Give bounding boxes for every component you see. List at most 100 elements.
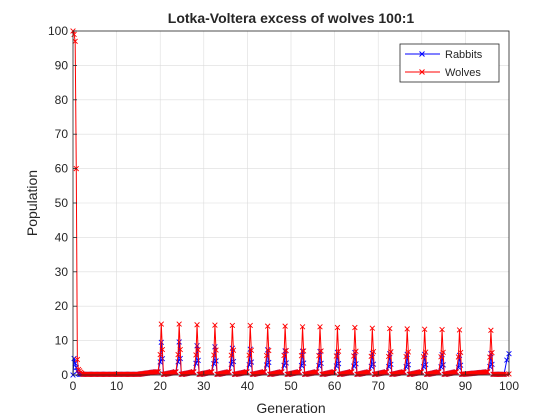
data-point-wolves [177,346,183,353]
data-point-rabbits [489,361,495,368]
data-point-wolves [226,369,232,375]
data-point-wolves [334,324,341,331]
data-point-wolves [401,369,407,375]
y-axis-label: Population [24,170,40,236]
y-tick-label: 10 [55,334,69,348]
data-point-wolves [176,321,182,327]
data-point-wolves [194,322,200,328]
data-point-rabbits [335,360,342,367]
data-point-wolves [173,369,179,375]
data-point-rabbits [353,361,359,367]
data-point-wolves [420,353,427,360]
data-point-wolves [457,349,464,356]
y-tick-label: 50 [55,196,69,210]
x-tick-label: 70 [372,379,386,393]
x-tick-label: 60 [328,379,342,393]
data-point-wolves [175,351,181,358]
axis-ticks: 0 10 20 30 40 50 60 70 80 90 100 0 10 20 30 40 50 60 70 80 9… [48,24,519,393]
data-point-wolves [281,352,287,359]
data-point-rabbits [230,358,237,365]
data-point-wolves [282,323,288,329]
y-tick-label: 80 [55,93,69,107]
data-point-wolves [500,371,506,378]
legend-entry-rabbits: Rabbits [405,49,483,61]
data-point-wolves [154,369,160,375]
data-point-wolves [74,356,81,363]
data-point-wolves [487,354,493,360]
x-axis-label: Generation [256,400,325,416]
series-group [70,28,512,378]
x-tick-label: 30 [197,379,211,393]
data-point-rabbits [72,360,78,367]
data-point-wolves [453,369,459,375]
data-point-wolves [317,324,323,330]
legend-label-rabbits: Rabbits [445,49,483,61]
data-point-wolves [404,326,410,332]
data-point-wolves [195,347,201,353]
data-point-wolves [193,352,199,358]
data-point-wolves [400,369,406,375]
x-tick-label: 90 [459,379,473,393]
data-point-wolves [314,369,320,375]
data-point-wolves [299,324,306,330]
data-point-rabbits [457,362,464,368]
data-point-wolves [382,369,389,375]
data-point-wolves [423,349,429,355]
data-point-wolves [504,371,510,377]
data-point-wolves [171,369,178,375]
data-point-wolves [438,354,444,360]
data-point-wolves [298,353,305,359]
data-point-wolves [439,326,445,333]
data-point-wolves [436,369,442,375]
data-point-wolves [418,369,425,375]
x-tick-label: 100 [499,379,519,393]
data-point-wolves [264,323,271,329]
data-point-wolves [385,353,392,360]
data-point-wolves [331,369,337,375]
data-point-wolves [348,369,355,375]
y-tick-label: 70 [55,127,69,141]
data-point-wolves [489,349,495,356]
data-point-wolves [279,369,285,375]
data-point-wolves [71,31,77,38]
data-point-wolves [295,369,301,375]
legend-marker-rabbits [419,51,425,57]
data-point-rabbits [388,361,394,368]
y-tick-label: 60 [55,162,69,176]
series-wolves [70,28,512,378]
data-point-wolves [353,348,359,354]
y-tick-label: 40 [55,230,69,244]
data-point-wolves [246,352,252,358]
data-point-wolves [155,369,161,375]
data-point-wolves [208,369,215,375]
x-tick-label: 0 [70,379,77,393]
data-point-wolves [312,369,319,375]
data-point-wolves [244,369,250,375]
data-point-wolves [387,325,393,332]
data-point-wolves [316,353,322,359]
data-point-wolves [158,321,165,327]
data-point-rabbits [248,359,255,365]
data-point-wolves [266,347,272,354]
y-tick-label: 20 [55,299,69,313]
data-point-rabbits [318,360,324,367]
data-point-wolves [300,348,307,354]
chart-title: Lotka-Voltera excess of wolves 100:1 [168,10,415,26]
data-point-wolves [403,353,409,360]
x-tick-label: 10 [110,379,124,393]
data-point-wolves [440,349,446,356]
x-tick-label: 50 [284,379,298,393]
data-point-wolves [189,369,195,375]
y-tick-label: 30 [55,265,69,279]
legend-marker-wolves [419,69,425,75]
data-point-wolves [318,348,324,354]
data-point-rabbits [71,355,77,362]
data-point-wolves [383,369,390,375]
data-point-wolves [484,369,490,375]
data-point-wolves [405,349,412,355]
data-point-wolves [347,369,354,375]
data-point-rabbits [405,361,412,368]
data-point-rabbits [212,344,218,350]
data-point-wolves [263,352,270,359]
